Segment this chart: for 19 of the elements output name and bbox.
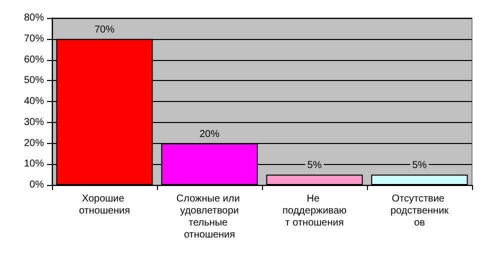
y-tick-label: 40%	[24, 96, 44, 107]
x-tick-label: Хорошие отношения	[78, 194, 130, 216]
y-tick-label: 50%	[24, 75, 44, 86]
bar	[371, 174, 468, 185]
y-tick-label: 10%	[24, 158, 44, 170]
y-tick-label: 70%	[24, 33, 44, 44]
data-label: 20%	[199, 128, 220, 140]
x-tick-label: Сложные или удовлетворительные отношения	[176, 194, 243, 240]
y-tick-label: 20%	[24, 138, 44, 149]
x-tick-label: Отсутствие родственников	[390, 194, 450, 228]
data-label: 70%	[94, 24, 115, 36]
y-tick-label: 60%	[24, 54, 44, 66]
data-label: 5%	[412, 160, 427, 172]
y-tick-label: 30%	[24, 116, 44, 128]
data-label: 5%	[307, 160, 322, 172]
y-tick-label: 0%	[30, 180, 44, 190]
y-tick-label: 80%	[24, 12, 44, 24]
x-tick-label: Не поддерживают отношения	[282, 194, 348, 228]
bar	[266, 174, 363, 185]
